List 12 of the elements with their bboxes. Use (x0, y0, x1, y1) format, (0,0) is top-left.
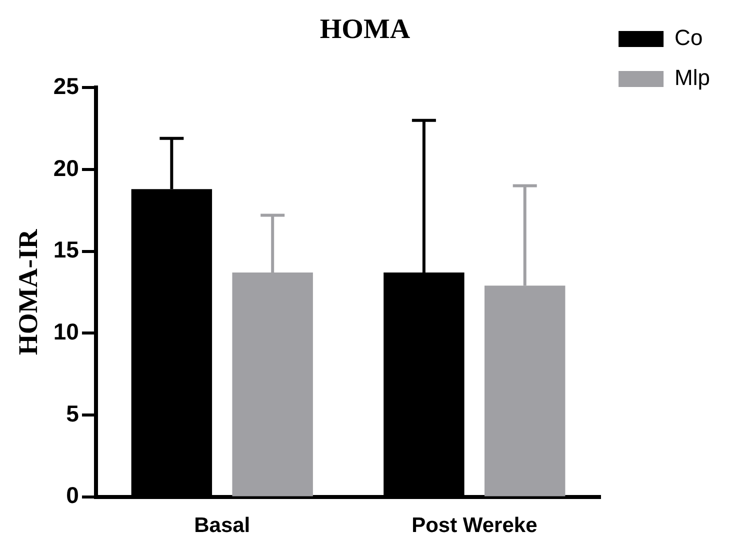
chart-title: HOMA (320, 14, 411, 46)
y-tick-label: 20 (53, 154, 79, 181)
y-tick-label: 10 (53, 318, 79, 344)
legend-label: Co (674, 25, 703, 50)
y-tick-label: 25 (53, 72, 80, 99)
y-tick-label: 5 (66, 400, 80, 426)
x-tick-label: Post Wereke (412, 514, 538, 538)
y-axis-title: HOMA-IR (13, 228, 44, 356)
legend-label: Mlp (674, 65, 710, 90)
x-tick-label: Basal (194, 514, 250, 538)
y-tick-label: 15 (53, 236, 80, 263)
y-tick-label: 0 (66, 482, 79, 508)
